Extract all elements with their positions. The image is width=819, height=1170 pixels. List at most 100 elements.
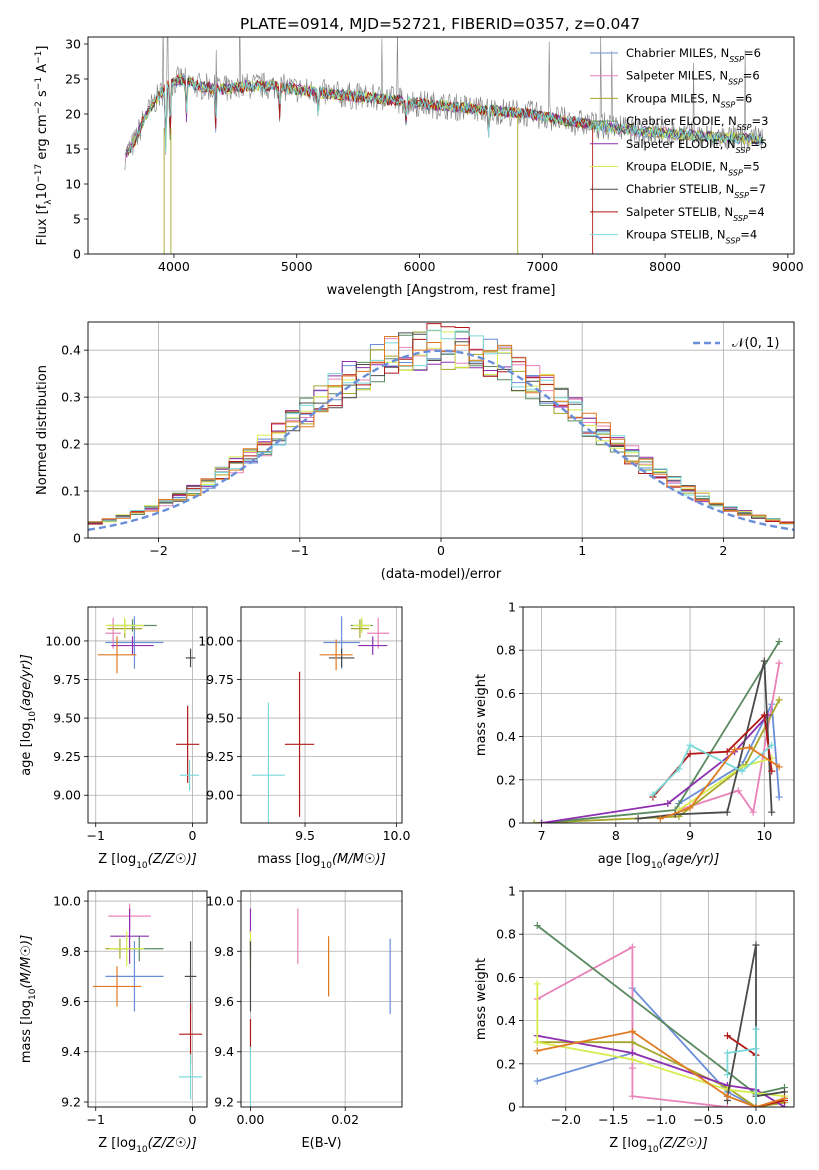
y-axis-label: mass [log10(M/M☉)]	[19, 935, 38, 1063]
weight-marker-SE	[538, 819, 546, 823]
y-tick-label: 0.8	[496, 927, 516, 942]
x-tick-label: 10.0	[383, 828, 411, 843]
weight-marker-CS	[634, 815, 642, 823]
y-tick-label: 15	[65, 142, 81, 157]
weight-marker-CE	[775, 638, 783, 646]
legend-sub: SSP	[736, 145, 751, 154]
y-tick-label: 10.00	[45, 633, 81, 648]
weight-marker-KS	[752, 1025, 760, 1033]
legend-entry-CS: Chabrier STELIB, NSSP=7	[626, 182, 766, 200]
weight-marker-CS	[760, 657, 768, 665]
legend-suffix: =6	[743, 69, 760, 83]
weight-marker-SM	[734, 787, 742, 795]
label-part: 10	[647, 1145, 659, 1155]
label-part: 10	[136, 861, 148, 871]
y-tick-label: 0.6	[496, 686, 516, 701]
histogram-KS	[88, 329, 794, 525]
weight-marker-SS	[760, 711, 768, 719]
legend-sub: SSP	[729, 55, 744, 64]
x-tick-label: 8	[612, 828, 620, 843]
y-tick-label: 9.8	[214, 944, 234, 959]
weight-marker-KS	[649, 791, 657, 799]
x-tick-label: −0.5	[693, 1112, 723, 1127]
y-tick-label: 9.50	[53, 711, 81, 726]
weight-marker-KS	[675, 765, 683, 773]
weight-marker-orange	[628, 1027, 636, 1035]
weight-marker-SM	[775, 659, 783, 667]
axes-frame	[87, 890, 208, 1108]
label-part: 10	[321, 861, 333, 871]
y-axis-label: Normed distribution	[35, 365, 50, 495]
y-tick-label: 9.4	[61, 1044, 81, 1059]
label-part: Flux [f	[35, 204, 50, 245]
weight-marker-SE	[780, 1103, 788, 1107]
x-tick-label: 0	[189, 828, 197, 843]
weight-marker-SM	[723, 1103, 731, 1107]
legend-entry-SM: Salpeter MILES, NSSP=6	[626, 69, 760, 87]
weight-marker-SE	[664, 800, 672, 808]
y-tick-label: 0.2	[61, 437, 81, 452]
weight-marker-KS	[723, 1049, 731, 1057]
y-tick-label: 9.6	[214, 994, 234, 1009]
x-tick-label: 0.02	[331, 1112, 359, 1127]
x-tick-label: 7000	[526, 259, 558, 274]
x-tick-label: −1	[87, 1112, 105, 1127]
legend-sub: SSP	[733, 213, 748, 222]
axes-frame	[87, 606, 208, 824]
label-part: A	[35, 64, 50, 77]
panels: 4000 5000 6000 7000 8000 9000051015202530wave…	[19, 37, 804, 1156]
legend-suffix: =6	[744, 46, 761, 60]
y-tick-label: 9.75	[53, 672, 81, 687]
label-part: 10	[28, 988, 38, 1000]
model-spectrum-KS	[127, 76, 763, 154]
y-axis-label: mass weight	[474, 674, 489, 756]
x-tick-label: 1	[578, 543, 586, 558]
x-axis-label: Z [log10(Z/Z☉)]	[98, 1136, 196, 1155]
legend-text: Chabrier ELODIE, N	[626, 114, 737, 128]
plot-area	[92, 903, 203, 1100]
label-part: −1	[34, 51, 44, 64]
legend-text: Chabrier MILES, N	[626, 46, 729, 60]
y-tick-label: 9.75	[206, 672, 234, 687]
legend-text: Salpeter ELODIE, N	[626, 137, 736, 151]
weight-line-SM	[536, 945, 756, 1107]
y-tick-label: 9.00	[53, 788, 81, 803]
weight-marker-orange	[656, 815, 664, 823]
legend-suffix: =6	[735, 91, 752, 105]
y-tick-label: 20	[65, 107, 81, 122]
weight-marker-SS	[723, 748, 731, 756]
y-tick-label: 30	[65, 37, 81, 52]
axes-frame	[522, 606, 795, 824]
label-part: Z [log	[609, 1136, 647, 1151]
x-tick-label: 9.5	[295, 828, 315, 843]
weight-marker-KM	[530, 819, 538, 823]
y-tick-label: 9.00	[206, 788, 234, 803]
y-tick-label: 0	[73, 247, 81, 262]
y-tick-label: 10.0	[53, 894, 81, 909]
weight-marker-KE	[628, 1055, 636, 1063]
x-axis-label: mass [log10(M/M☉)]	[257, 852, 385, 871]
weight-line-KM	[534, 699, 780, 823]
x-axis-label: E(B-V)	[301, 1136, 341, 1151]
label-part: −2	[34, 101, 44, 114]
x-tick-label: 4000	[158, 259, 190, 274]
y-tick-label: 0.2	[496, 1056, 516, 1071]
label-part: (age/yr)]	[19, 654, 34, 711]
weight-line-CE	[541, 641, 780, 823]
legend-entry-CE: Chabrier ELODIE, NSSP=3	[626, 114, 768, 132]
x-axis-label: age [log10(age/yr)]	[598, 852, 720, 871]
label-part: (M/M☉)]	[19, 935, 34, 989]
label-part: (M/M☉)]	[332, 852, 386, 867]
label-part: (age/yr)]	[662, 852, 719, 867]
legend-suffix: =7	[749, 182, 766, 196]
legend-suffix: =5	[750, 137, 767, 151]
x-tick-label: −1	[87, 828, 105, 843]
weight-marker-CS	[723, 808, 731, 816]
y-tick-label: 9.4	[214, 1044, 234, 1059]
weight-marker-KM	[628, 1038, 636, 1046]
legend-suffix: =4	[748, 205, 765, 219]
weight-marker-SS	[723, 1032, 731, 1040]
weight-line-KS	[726, 1029, 757, 1107]
